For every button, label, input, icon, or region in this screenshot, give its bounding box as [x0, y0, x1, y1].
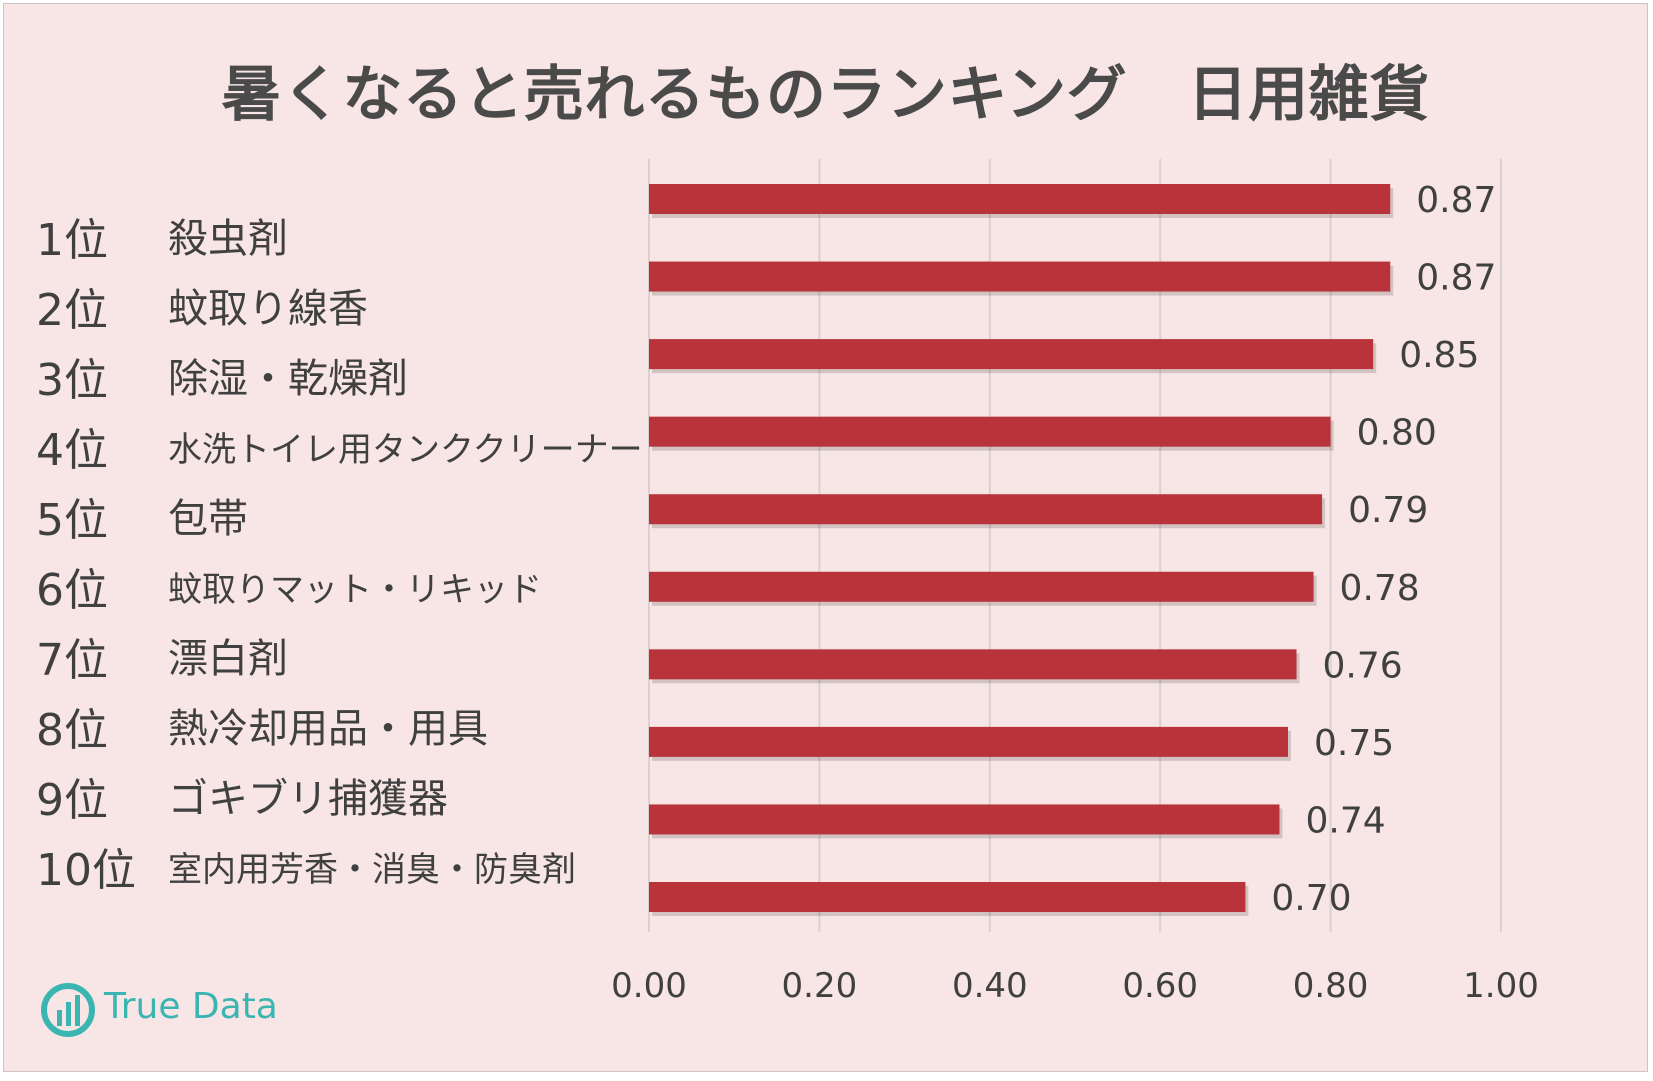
- data-label: 0.87: [1416, 258, 1496, 299]
- data-label: 0.70: [1271, 878, 1351, 919]
- data-label: 0.87: [1416, 180, 1496, 221]
- rank-number: 9位: [36, 775, 108, 826]
- data-label: 0.74: [1305, 800, 1385, 841]
- x-tick-label: 0.60: [1122, 966, 1198, 1006]
- data-label: 0.75: [1314, 723, 1394, 764]
- rank-item-name: 除湿・乾燥剤: [168, 356, 408, 402]
- x-tick-label: 0.00: [611, 966, 687, 1006]
- chart-title: 暑くなると売れるものランキング 日用雑貨: [221, 60, 1430, 130]
- rank-number: 8位: [36, 705, 108, 756]
- rank-item-name: 熱冷却用品・用具: [168, 706, 488, 752]
- data-label: 0.78: [1340, 568, 1420, 609]
- rank-number: 7位: [36, 635, 108, 686]
- x-tick-label: 1.00: [1463, 966, 1539, 1006]
- x-tick-label: 0.40: [952, 966, 1028, 1006]
- data-label: 0.80: [1357, 413, 1437, 454]
- bar: [649, 184, 1391, 214]
- rank-item-name: 包帯: [168, 496, 248, 542]
- rank-item-name: 蚊取り線香: [168, 286, 368, 332]
- data-label: 0.76: [1323, 645, 1403, 686]
- x-tick-label: 0.80: [1293, 966, 1369, 1006]
- plot-area: 0.00 0.20 0.40 0.60 0.80 1.00 0.87 0.87 0.85 0.80…: [611, 159, 1539, 1006]
- rank-item-name: 漂白剤: [168, 636, 288, 682]
- bar: [649, 649, 1297, 680]
- data-label: 0.85: [1399, 335, 1479, 376]
- rank-item-name: 殺虫剤: [168, 216, 288, 262]
- rank-number: 4位: [36, 425, 108, 476]
- rank-item-name: 蚊取りマット・リキッド: [168, 570, 542, 610]
- bar: [649, 571, 1314, 602]
- logo-text: True Data: [104, 986, 278, 1027]
- rank-number: 10位: [36, 845, 136, 896]
- rank-number: 5位: [36, 495, 108, 546]
- rank-number: 6位: [36, 565, 108, 616]
- rank-item-name: ゴキブリ捕獲器: [168, 776, 448, 822]
- bar: [649, 416, 1331, 447]
- rank-item-name: 水洗トイレ用タンククリーナー: [168, 430, 643, 470]
- rank-number: 1位: [36, 215, 108, 266]
- logo: True Data: [40, 982, 300, 1042]
- bar: [649, 261, 1391, 292]
- rank-number: 3位: [36, 355, 108, 406]
- bar: [649, 494, 1323, 525]
- rank-number: 2位: [36, 285, 108, 336]
- chart-panel: 暑くなると売れるものランキング 日用雑貨 1位 殺虫剤 2位 蚊取り線香 3位 除湿・乾燥…: [3, 3, 1648, 1072]
- x-tick-label: 0.20: [782, 966, 858, 1006]
- bar: [649, 339, 1374, 370]
- rank-item-name: 室内用芳香・消臭・防臭剤: [168, 850, 576, 890]
- bar-chart-circle-icon: [41, 983, 95, 1037]
- bar: [649, 726, 1288, 757]
- data-label: 0.79: [1348, 490, 1428, 531]
- bar: [649, 882, 1246, 912]
- bar: [649, 804, 1280, 835]
